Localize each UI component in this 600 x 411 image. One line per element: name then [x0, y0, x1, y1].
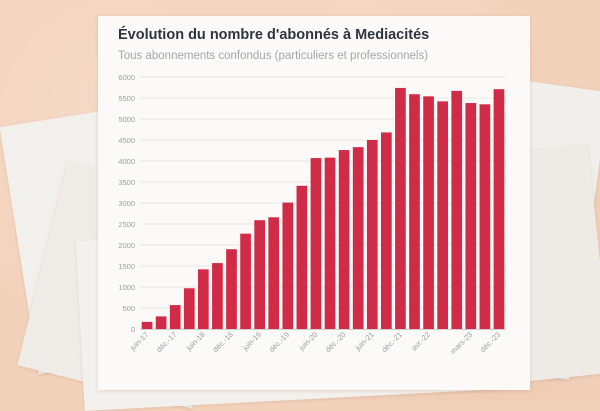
x-tick-label: déc.-20: [323, 330, 347, 354]
bar: [324, 157, 336, 329]
bar: [338, 150, 350, 329]
bar: [183, 288, 195, 329]
y-tick-label: 4500: [118, 136, 135, 145]
bar: [141, 321, 153, 329]
y-tick-label: 500: [122, 304, 135, 313]
y-tick-label: 3500: [118, 178, 135, 187]
y-tick-label: 4000: [118, 157, 135, 166]
bar: [310, 158, 322, 329]
x-tick-label: déc.-17: [155, 330, 179, 354]
y-tick-label: 5000: [118, 115, 135, 124]
bar: [423, 96, 434, 329]
y-tick-label: 3000: [118, 199, 135, 208]
x-tick-label: déc.-18: [211, 330, 235, 354]
bar: [465, 103, 477, 329]
x-tick-label: déc.-23: [478, 330, 502, 354]
bar: [437, 101, 449, 329]
y-tick-label: 2500: [118, 220, 135, 229]
bar: [493, 89, 505, 330]
bar: [395, 87, 406, 329]
y-tick-label: 1500: [118, 262, 135, 271]
bar: [352, 147, 364, 329]
chart-title: Évolution du nombre d'abonnés à Mediacit…: [118, 27, 430, 43]
bar: [197, 269, 209, 329]
bar: [155, 316, 167, 329]
x-tick-label: déc.-19: [267, 330, 291, 354]
x-tick-label: juin-18: [184, 330, 207, 353]
y-tick-label: 1000: [118, 283, 135, 292]
y-tick-label: 2000: [118, 241, 135, 250]
bar: [366, 140, 378, 329]
x-tick-label: juin-21: [353, 330, 376, 353]
y-tick-label: 0: [131, 325, 135, 334]
x-tick-label: juin-19: [240, 330, 263, 353]
y-tick-label: 5500: [118, 94, 135, 103]
bar: [254, 220, 266, 329]
chart-subtitle: Tous abonnements confondus (particuliers…: [118, 50, 429, 62]
bar: [380, 132, 392, 329]
bar: [240, 233, 251, 329]
x-tick-label: mars-23: [448, 330, 474, 356]
bar: [282, 202, 294, 329]
bar: [409, 94, 420, 329]
y-tick-label: 6000: [118, 73, 135, 82]
bar: [226, 249, 237, 329]
bar: [451, 90, 463, 329]
x-tick-label: avr.-22: [409, 330, 432, 353]
bar: [169, 305, 181, 329]
x-tick-label: déc.-21: [380, 330, 404, 354]
bar: [268, 217, 280, 329]
x-tick-label: juin-20: [296, 330, 319, 353]
bar: [212, 263, 223, 329]
bar: [296, 185, 308, 329]
bar-chart: 0 500 1000 1500 2000 2500 3000 3500 4000 4500 5000…: [118, 73, 506, 356]
bar: [479, 104, 491, 329]
